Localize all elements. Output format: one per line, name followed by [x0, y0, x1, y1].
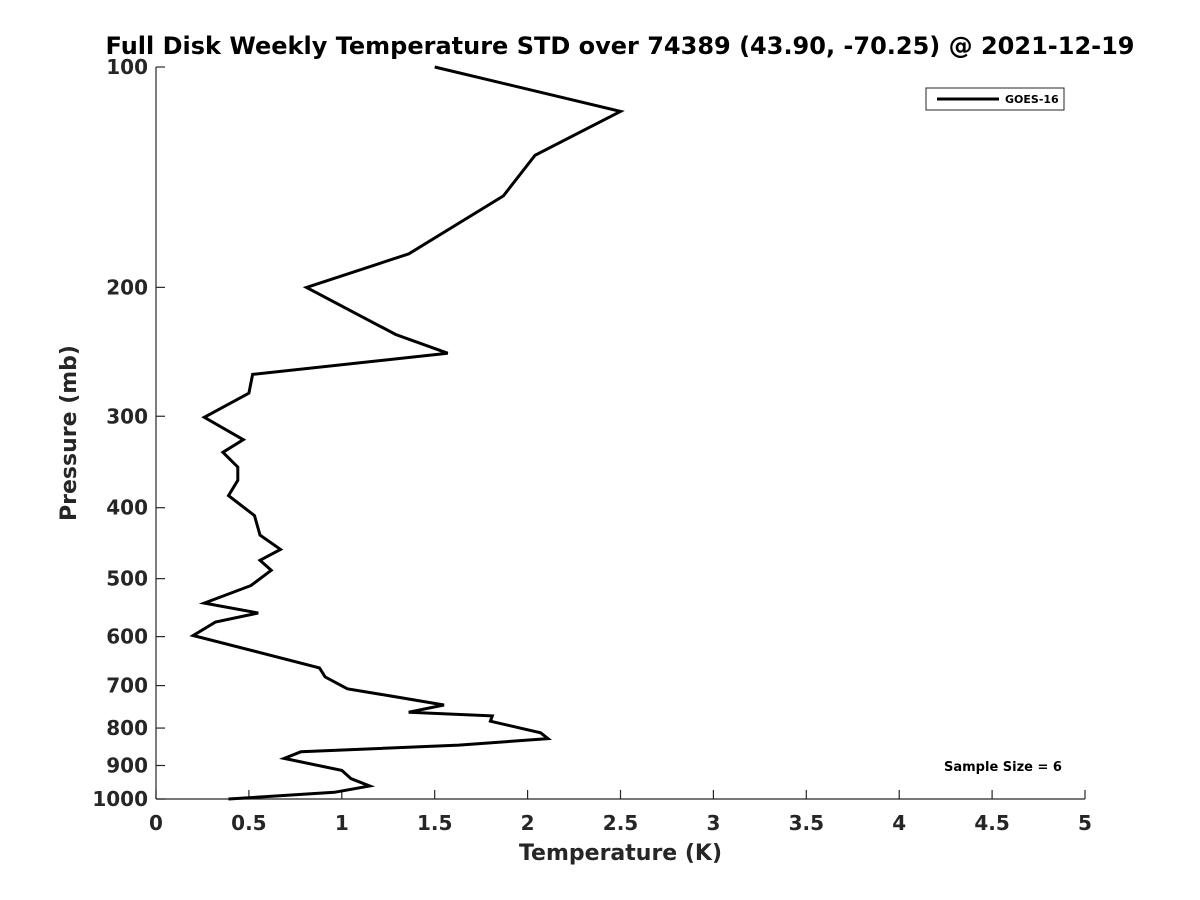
- y-tick-label: 600: [106, 625, 148, 649]
- x-tick-label: 5: [1078, 811, 1092, 835]
- legend-entry-goes-16: GOES-16: [1005, 93, 1059, 106]
- legend: GOES-16: [925, 87, 1065, 111]
- y-tick-label: 100: [106, 55, 148, 79]
- y-axis-label: Pressure (mb): [57, 345, 82, 521]
- y-axis-ticks: 100 200 300 400 500 600 700 800 900 1000: [92, 55, 165, 811]
- y-tick-label: 500: [106, 567, 148, 591]
- series-line-goes-16: [189, 65, 625, 801]
- y-tick-label: 700: [106, 674, 148, 698]
- series-layer: [189, 65, 625, 801]
- x-tick-label: 0: [149, 811, 163, 835]
- x-tick-label: 1: [335, 811, 349, 835]
- x-axis-ticks: 0 0.5 1 1.5 2 2.5 3 3.5 4 4.5 5: [149, 790, 1092, 835]
- x-tick-label: 1.5: [417, 811, 452, 835]
- y-tick-label: 1000: [92, 787, 148, 811]
- sample-size-annotation: Sample Size = 6: [944, 760, 1062, 775]
- x-tick-label: 4.5: [974, 811, 1009, 835]
- plot-area: [155, 67, 1085, 800]
- x-tick-label: 2.5: [603, 811, 638, 835]
- y-tick-label: 800: [106, 716, 148, 740]
- chart-title: Full Disk Weekly Temperature STD over 74…: [106, 32, 1135, 60]
- y-tick-label: 900: [106, 754, 148, 778]
- x-tick-label: 3: [706, 811, 720, 835]
- x-tick-label: 2: [521, 811, 535, 835]
- x-tick-label: 0.5: [231, 811, 266, 835]
- y-tick-label: 200: [106, 275, 148, 299]
- y-tick-label: 400: [106, 496, 148, 520]
- x-axis-label: Temperature (K): [519, 841, 722, 866]
- x-tick-label: 4: [892, 811, 906, 835]
- y-tick-label: 300: [106, 404, 148, 428]
- x-tick-label: 3.5: [789, 811, 824, 835]
